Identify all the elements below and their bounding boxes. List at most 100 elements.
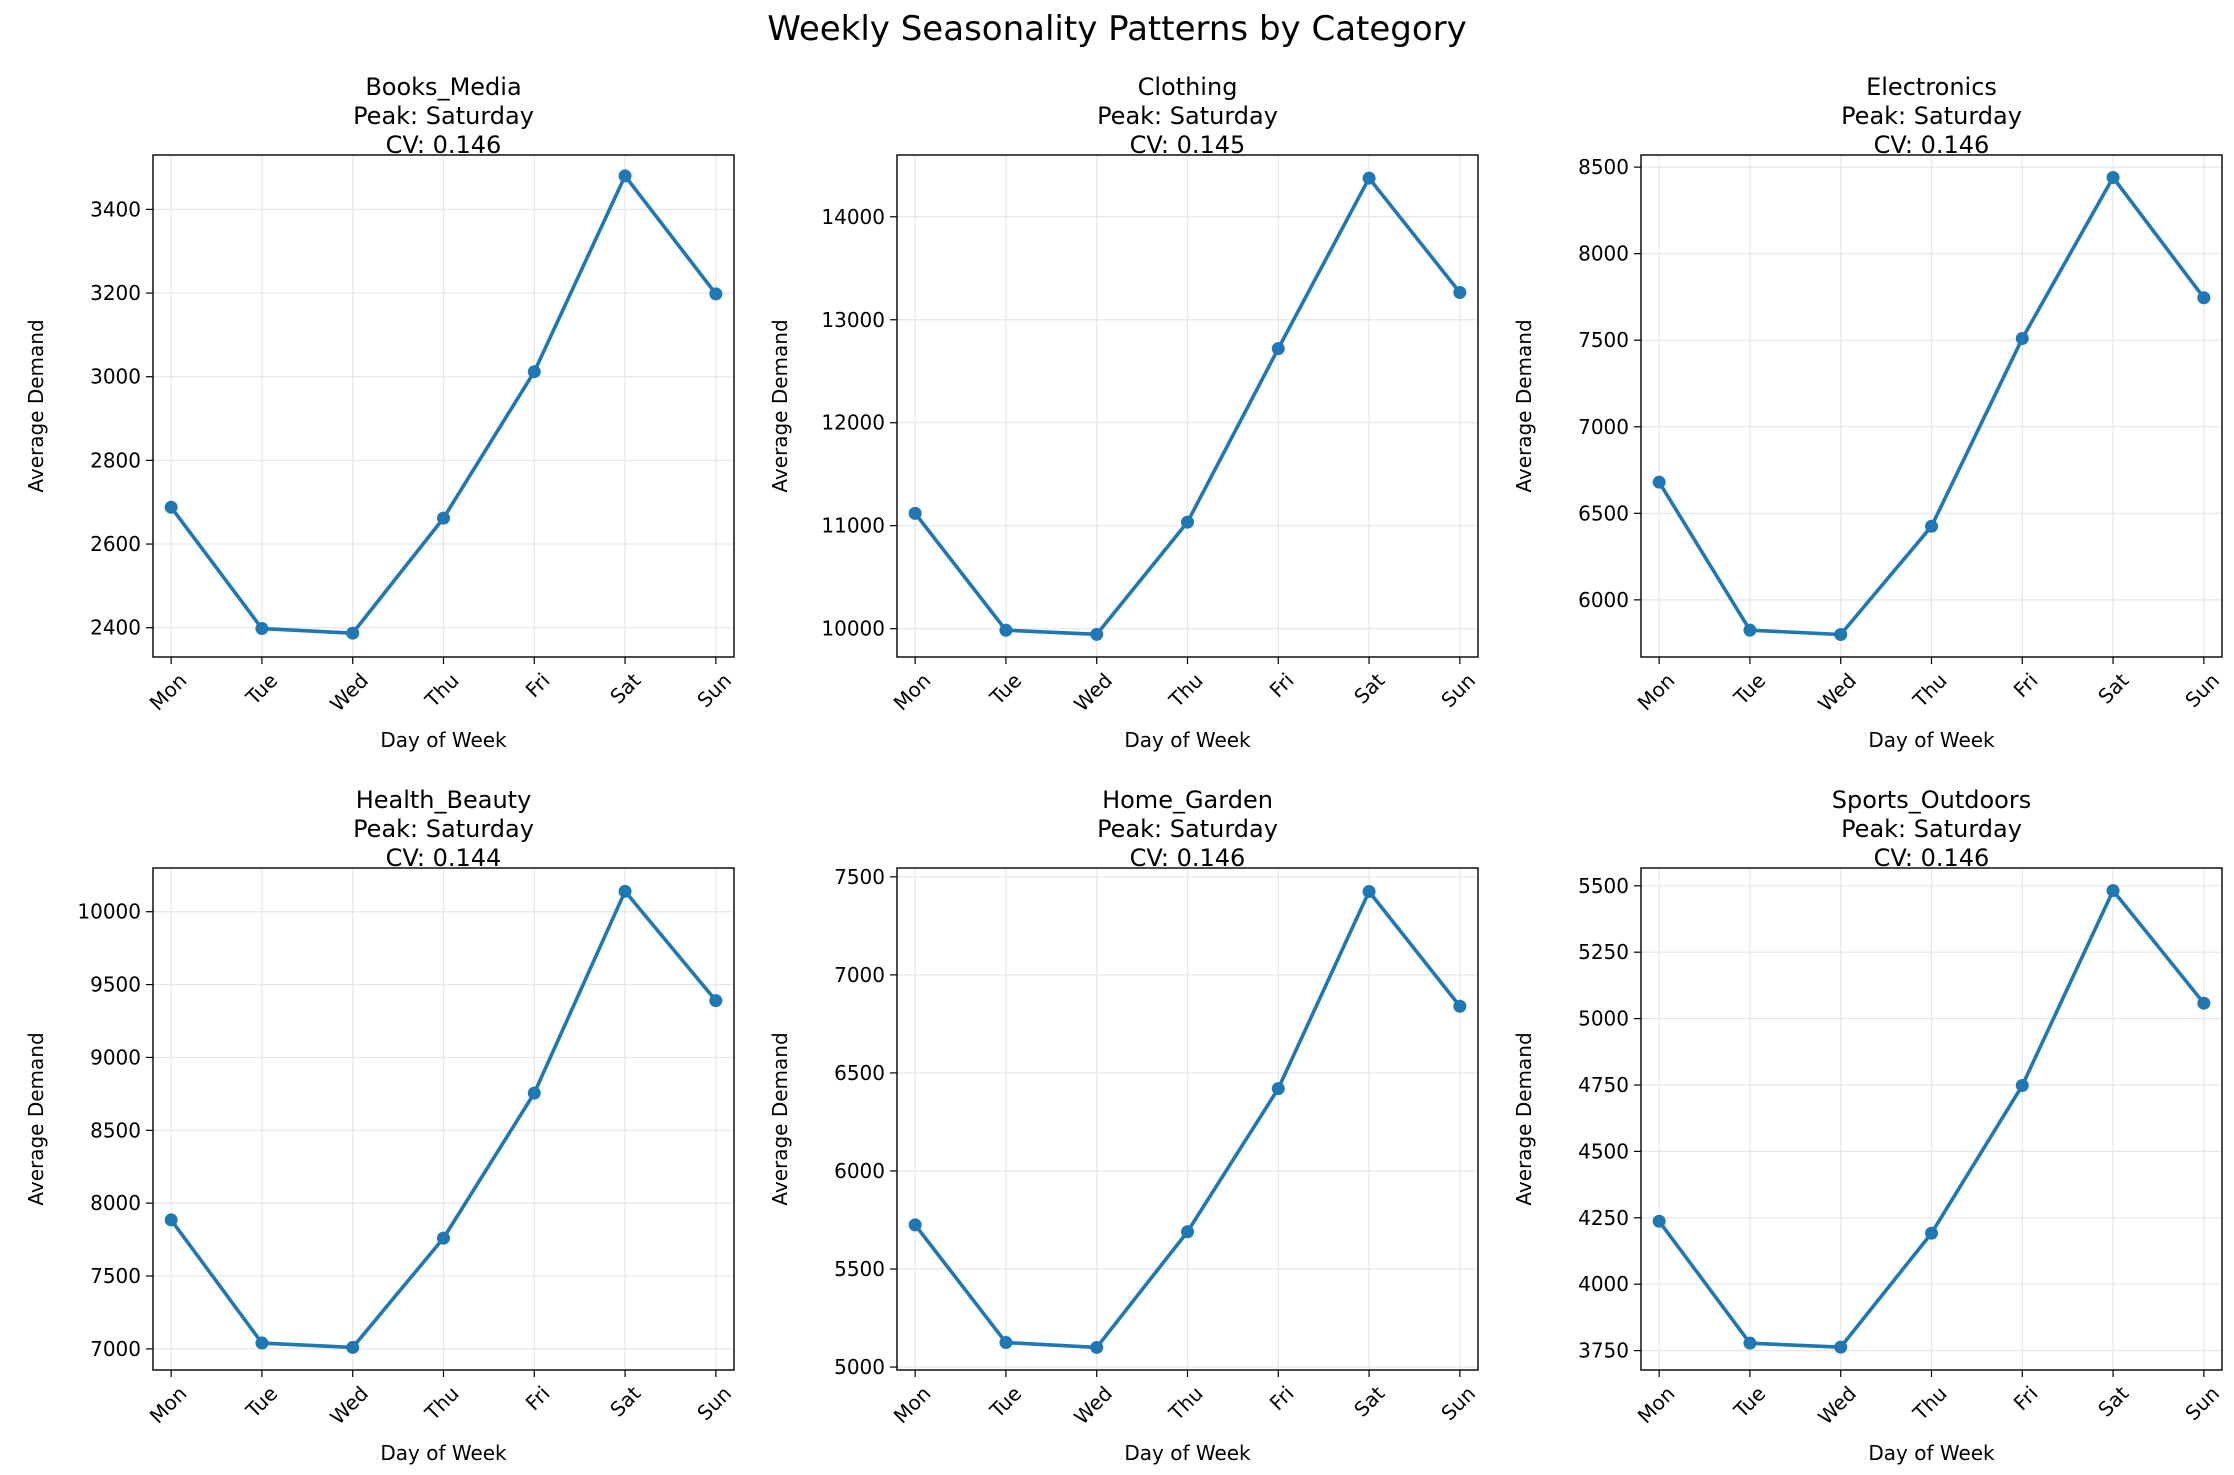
data-point bbox=[527, 365, 541, 379]
y-tick-label: 5000 bbox=[1578, 1007, 1629, 1031]
data-point bbox=[2106, 171, 2120, 185]
y-axis-label: Average Demand bbox=[1512, 1032, 1536, 1205]
chart-title: Health_Beauty bbox=[356, 786, 532, 814]
y-tick-label: 3000 bbox=[90, 365, 141, 389]
chart-subtitle: Peak: Saturday bbox=[1097, 102, 1278, 130]
y-tick-label: 3200 bbox=[90, 281, 141, 305]
data-point bbox=[346, 1340, 360, 1354]
y-axis-label: Average Demand bbox=[768, 1032, 792, 1205]
y-tick-label: 7500 bbox=[90, 1264, 141, 1288]
y-tick-label: 10000 bbox=[821, 617, 885, 641]
y-tick-label: 4750 bbox=[1578, 1073, 1629, 1097]
x-axis-label: Day of Week bbox=[380, 728, 507, 752]
chart-title: Home_Garden bbox=[1102, 786, 1273, 814]
y-axis-label: Average Demand bbox=[24, 319, 48, 492]
y-tick-label: 8500 bbox=[1578, 155, 1629, 179]
chart-title: Sports_Outdoors bbox=[1832, 786, 2031, 814]
data-point bbox=[2197, 996, 2211, 1010]
chart-subtitle: Peak: Saturday bbox=[1097, 815, 1278, 843]
chart-subtitle: Peak: Saturday bbox=[1841, 102, 2022, 130]
data-point bbox=[999, 623, 1013, 637]
y-tick-label: 14000 bbox=[821, 205, 885, 229]
y-tick-label: 3400 bbox=[90, 197, 141, 221]
figure-title: Weekly Seasonality Patterns by Category bbox=[767, 9, 1467, 49]
y-axis-label: Average Demand bbox=[768, 319, 792, 492]
x-axis-label: Day of Week bbox=[380, 1441, 507, 1465]
y-tick-label: 6500 bbox=[834, 1061, 885, 1085]
y-tick-label: 9500 bbox=[90, 973, 141, 997]
data-point bbox=[1925, 1226, 1938, 1240]
data-point bbox=[2106, 884, 2120, 898]
x-axis-label: Day of Week bbox=[1124, 1441, 1251, 1465]
y-tick-label: 8000 bbox=[1578, 242, 1629, 266]
y-tick-label: 7500 bbox=[834, 865, 885, 889]
data-point bbox=[908, 506, 922, 520]
data-point bbox=[1453, 285, 1467, 299]
data-point bbox=[2015, 1079, 2029, 1093]
y-tick-label: 6000 bbox=[1578, 588, 1629, 612]
y-tick-label: 3750 bbox=[1578, 1339, 1629, 1363]
data-point bbox=[1834, 1340, 1848, 1354]
chart-title: Clothing bbox=[1138, 73, 1238, 101]
y-tick-label: 5500 bbox=[1578, 874, 1629, 898]
data-point bbox=[255, 1336, 269, 1350]
data-point bbox=[255, 622, 269, 636]
y-tick-label: 2800 bbox=[90, 448, 141, 472]
y-axis-label: Average Demand bbox=[1512, 319, 1536, 492]
chart-subtitle: Peak: Saturday bbox=[1841, 815, 2022, 843]
data-point bbox=[999, 1336, 1013, 1350]
y-axis-label: Average Demand bbox=[24, 1032, 48, 1205]
data-point bbox=[1743, 1336, 1757, 1350]
data-point bbox=[1090, 627, 1104, 641]
y-tick-label: 12000 bbox=[821, 411, 885, 435]
y-tick-label: 8500 bbox=[90, 1118, 141, 1142]
data-point bbox=[346, 626, 360, 640]
x-axis-label: Day of Week bbox=[1868, 728, 1995, 752]
data-point bbox=[1271, 342, 1285, 356]
y-tick-label: 10000 bbox=[77, 900, 141, 924]
y-tick-label: 4500 bbox=[1578, 1139, 1629, 1163]
data-point bbox=[1834, 627, 1848, 641]
x-axis-label: Day of Week bbox=[1124, 728, 1251, 752]
data-point bbox=[1362, 885, 1376, 899]
data-point bbox=[1090, 1340, 1104, 1354]
y-tick-label: 7500 bbox=[1578, 328, 1629, 352]
data-point bbox=[164, 500, 178, 514]
y-tick-label: 7000 bbox=[90, 1337, 141, 1361]
chart-subtitle: Peak: Saturday bbox=[353, 815, 534, 843]
y-tick-label: 5000 bbox=[834, 1355, 885, 1379]
y-tick-label: 2400 bbox=[90, 616, 141, 640]
data-point bbox=[437, 511, 450, 525]
y-tick-label: 4000 bbox=[1578, 1272, 1629, 1296]
data-point bbox=[1271, 1082, 1285, 1096]
y-tick-label: 2600 bbox=[90, 532, 141, 556]
data-point bbox=[164, 1213, 178, 1227]
data-point bbox=[1743, 623, 1757, 637]
data-point bbox=[709, 994, 723, 1008]
chart-subtitle: Peak: Saturday bbox=[353, 102, 534, 130]
data-point bbox=[1362, 171, 1376, 185]
chart-title: Books_Media bbox=[365, 73, 521, 101]
y-tick-label: 9000 bbox=[90, 1045, 141, 1069]
data-point bbox=[2015, 331, 2029, 345]
data-point bbox=[2197, 291, 2211, 305]
y-tick-label: 13000 bbox=[821, 308, 885, 332]
y-tick-label: 8000 bbox=[90, 1191, 141, 1215]
y-tick-label: 11000 bbox=[821, 514, 885, 538]
y-tick-label: 7000 bbox=[1578, 415, 1629, 439]
data-point bbox=[1453, 999, 1467, 1013]
data-point bbox=[709, 287, 723, 301]
data-point bbox=[1181, 1225, 1194, 1239]
data-point bbox=[618, 169, 632, 183]
x-axis-label: Day of Week bbox=[1868, 1441, 1995, 1465]
y-tick-label: 4250 bbox=[1578, 1206, 1629, 1230]
data-point bbox=[1652, 475, 1666, 489]
y-tick-label: 5250 bbox=[1578, 940, 1629, 964]
y-tick-label: 6500 bbox=[1578, 501, 1629, 525]
data-point bbox=[527, 1086, 541, 1100]
data-point bbox=[1652, 1214, 1666, 1228]
